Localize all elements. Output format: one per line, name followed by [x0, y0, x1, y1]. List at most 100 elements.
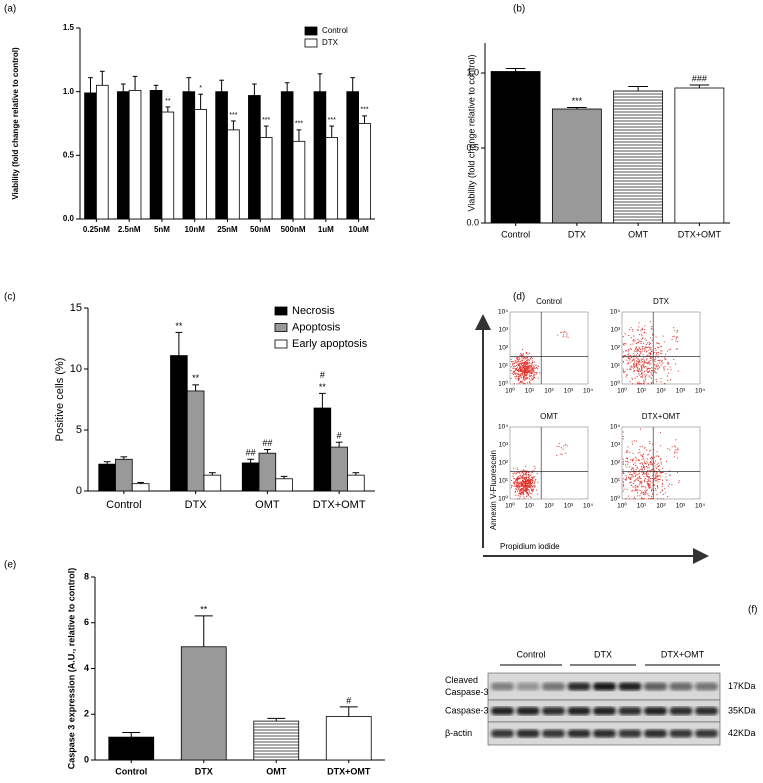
dot	[530, 375, 532, 377]
dot	[562, 331, 564, 333]
dot	[636, 486, 638, 488]
dot	[631, 365, 633, 367]
bar	[313, 91, 327, 220]
error-bar	[252, 83, 257, 96]
dot	[534, 367, 536, 369]
dot	[634, 496, 636, 498]
dot	[676, 449, 678, 451]
dot	[532, 368, 534, 370]
dot	[662, 471, 664, 473]
dot	[632, 383, 634, 385]
dot	[656, 368, 658, 370]
dot	[648, 370, 650, 372]
dot	[622, 472, 624, 474]
dot	[522, 487, 524, 489]
dot	[637, 349, 639, 351]
band	[516, 729, 540, 738]
dot	[530, 479, 532, 481]
error-bar	[192, 384, 199, 391]
dot	[523, 374, 525, 376]
dot	[525, 368, 527, 370]
dot	[626, 350, 628, 352]
y-tick-label: 10⁴	[498, 309, 508, 316]
dot	[526, 378, 528, 380]
dot	[520, 493, 522, 495]
dot	[527, 359, 529, 361]
dot	[528, 470, 530, 472]
dot	[530, 472, 532, 474]
panel-label: (a)	[4, 4, 16, 15]
dot	[644, 366, 646, 368]
dot	[513, 372, 515, 374]
dot	[524, 362, 526, 364]
dot	[631, 475, 633, 477]
dot	[526, 483, 528, 485]
dot	[522, 358, 524, 360]
dot	[531, 368, 533, 370]
dot	[650, 372, 652, 374]
dot	[517, 373, 519, 375]
dot	[664, 357, 666, 359]
error-bar	[122, 732, 141, 738]
dot	[525, 375, 527, 377]
dot	[646, 489, 648, 491]
dot	[524, 379, 526, 381]
dot	[523, 486, 525, 488]
dot	[642, 472, 644, 474]
dot	[643, 459, 645, 461]
dot	[561, 453, 563, 455]
dot	[519, 482, 521, 484]
dot	[526, 476, 528, 478]
dot	[519, 498, 521, 500]
dot	[522, 486, 524, 488]
dot	[525, 480, 527, 482]
dot	[521, 370, 523, 372]
dot	[625, 464, 627, 466]
dot	[622, 435, 624, 437]
dot	[642, 462, 644, 464]
x-tick-label: 2.5nM	[118, 225, 141, 234]
dot	[523, 478, 525, 480]
dot	[524, 359, 526, 361]
error-bar	[209, 472, 216, 476]
dot	[517, 359, 519, 361]
dot	[638, 472, 640, 474]
dot	[522, 474, 524, 476]
dot	[654, 368, 656, 370]
band	[567, 707, 591, 715]
legend-swatch	[274, 339, 288, 349]
dot	[530, 484, 532, 486]
dot	[518, 488, 520, 490]
dot	[521, 481, 523, 483]
y-tick-label: 10⁴	[610, 424, 620, 431]
dot	[633, 498, 635, 500]
dot	[516, 467, 518, 469]
dot	[637, 360, 639, 362]
dot	[517, 375, 519, 377]
dot	[519, 367, 521, 369]
dot	[632, 366, 634, 368]
dot	[523, 498, 525, 500]
dot	[646, 358, 648, 360]
dot	[672, 335, 674, 337]
dot	[522, 367, 524, 369]
dot	[631, 441, 633, 443]
dot	[524, 473, 526, 475]
dot	[634, 358, 636, 360]
dot	[642, 354, 644, 356]
dot	[674, 446, 676, 448]
dot	[651, 328, 653, 330]
dot	[638, 340, 640, 342]
dot	[527, 475, 529, 477]
dot	[633, 355, 635, 357]
dot	[656, 342, 658, 344]
dot	[631, 459, 633, 461]
dot	[636, 350, 638, 352]
plot-frame	[509, 311, 589, 385]
bar	[203, 474, 222, 492]
dot	[636, 360, 638, 362]
x-tick-label: 1uM	[318, 225, 334, 234]
dot	[650, 352, 652, 354]
dot	[624, 371, 626, 373]
dot	[527, 376, 529, 378]
